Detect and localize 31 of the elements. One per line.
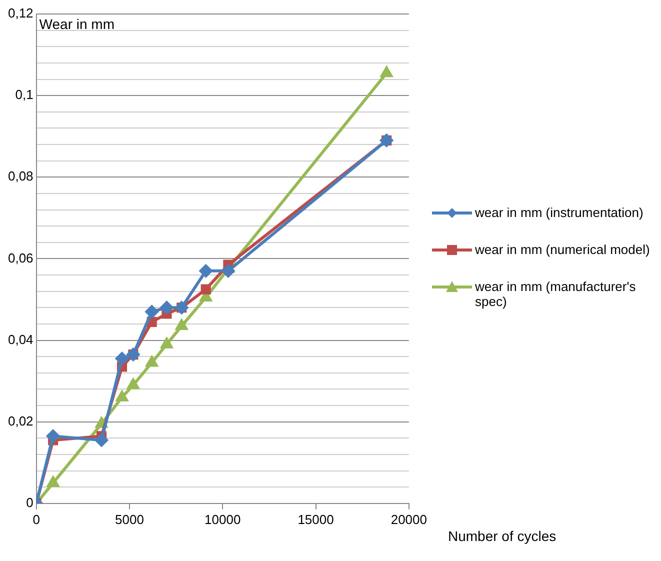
y-tick-label: 0,06 [8,250,34,266]
point [160,301,174,314]
x-tick-label: 10000 [204,512,241,527]
point [116,352,129,366]
y-tick-label: 0 [26,494,34,510]
x-tick-label: 15000 [298,512,334,527]
legend-label: wear in mm (manufacturer's spec) [475,279,637,309]
point [176,319,188,330]
point [146,356,158,367]
point [145,305,158,318]
point [47,476,59,488]
y-axis-title: Wear in mm [39,16,115,32]
x-tick-label: 5000 [114,512,144,527]
y-tick-label: 0,12 [8,6,34,21]
point [222,264,235,278]
point [127,378,140,390]
point [160,338,173,348]
x-tick-label: 20000 [390,512,428,527]
point [116,390,128,402]
point [380,66,392,78]
point [200,284,211,294]
y-tick-label: 0,04 [8,332,34,347]
point [95,434,108,447]
x-axis-title: Number of cycles [448,528,556,544]
y-tick-label: 0,1 [15,87,34,102]
legend-label: wear in mm (numerical model) [475,242,650,257]
y-tick-label: 0,08 [8,168,34,184]
point [199,264,212,278]
y-tick-label: 0,02 [8,413,34,428]
legend-label: wear in mm (instrumentation) [475,205,644,220]
point [46,430,60,443]
